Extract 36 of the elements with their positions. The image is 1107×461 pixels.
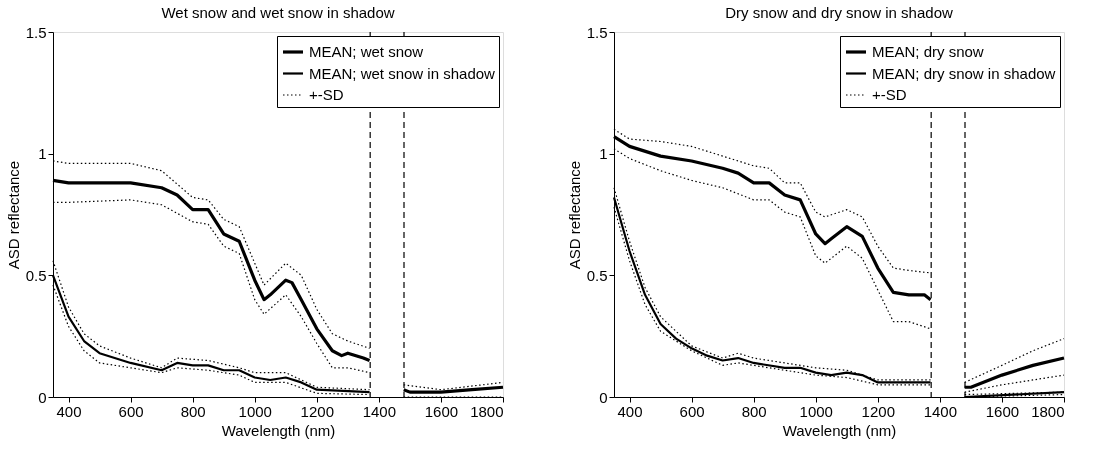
x-tick-label: 600 xyxy=(118,402,144,420)
x-tick-label: 1600 xyxy=(985,402,1020,420)
x-tick-label: 1400 xyxy=(362,402,397,420)
y-tick-label: 0 xyxy=(38,388,47,406)
y-tick-label: 1 xyxy=(38,145,47,163)
x-tick-label: 800 xyxy=(741,402,767,420)
y-tick-label: 1.5 xyxy=(25,23,47,41)
chart-title: Wet snow and wet snow in shadow xyxy=(161,4,395,21)
chart-title: Dry snow and dry snow in shadow xyxy=(725,4,953,21)
legend-label: +-SD xyxy=(872,86,907,103)
x-axis-title: Wavelength (nm) xyxy=(782,421,897,439)
x-tick-label: 1400 xyxy=(923,402,958,420)
x-tick-label: 1000 xyxy=(799,402,833,420)
legend-label: +-SD xyxy=(309,86,344,103)
x-tick-label: 1800 xyxy=(470,402,504,420)
x-tick-label: 1600 xyxy=(424,402,459,420)
x-tick-label: 1800 xyxy=(1031,402,1065,420)
y-tick-label: 1 xyxy=(599,145,608,163)
legend-label: MEAN; wet snow xyxy=(309,43,424,60)
legend-label: MEAN; dry snow xyxy=(872,43,984,60)
x-axis-title: Wavelength (nm) xyxy=(221,421,336,439)
x-tick-label: 400 xyxy=(56,402,82,420)
x-tick-label: 600 xyxy=(679,402,705,420)
y-axis-title: ASD reflectance xyxy=(4,160,22,270)
x-tick-label: 800 xyxy=(180,402,206,420)
x-tick-label: 1000 xyxy=(238,402,272,420)
x-tick-label: 1200 xyxy=(861,402,895,420)
y-axis-title: ASD reflectance xyxy=(565,160,583,270)
x-tick-label: 400 xyxy=(617,402,643,420)
y-tick-label: 0 xyxy=(599,388,608,406)
y-tick-label: 1.5 xyxy=(586,23,608,41)
legend-label: MEAN; wet snow in shadow xyxy=(309,64,496,82)
y-tick-label: 0.5 xyxy=(25,266,47,284)
y-tick-label: 0.5 xyxy=(586,266,608,284)
legend-label: MEAN; dry snow in shadow xyxy=(872,64,1056,82)
x-tick-label: 1200 xyxy=(300,402,334,420)
